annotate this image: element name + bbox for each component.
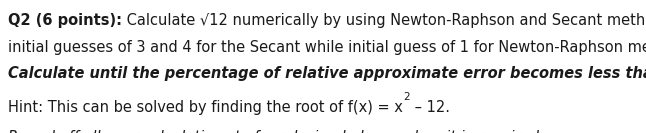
Text: Q2 (6 points):: Q2 (6 points): (8, 13, 122, 28)
Text: Round off all your calculations to four decimal places when it is required.: Round off all your calculations to four … (8, 130, 543, 133)
Text: 2: 2 (403, 92, 410, 102)
Text: 2: 2 (403, 92, 410, 102)
Text: Calculate √12 numerically by using Newton-Raphson and Secant methods. Use: Calculate √12 numerically by using Newto… (122, 13, 646, 28)
Text: Hint: This can be solved by finding the root of f(x) = x: Hint: This can be solved by finding the … (8, 100, 403, 115)
Text: initial guesses of 3 and 4 for the Secant while initial guess of 1 for Newton-Ra: initial guesses of 3 and 4 for the Secan… (8, 40, 646, 55)
Text: – 12.: – 12. (410, 100, 450, 115)
Text: Calculate until the percentage of relative approximate error becomes less than 1: Calculate until the percentage of relati… (8, 66, 646, 81)
